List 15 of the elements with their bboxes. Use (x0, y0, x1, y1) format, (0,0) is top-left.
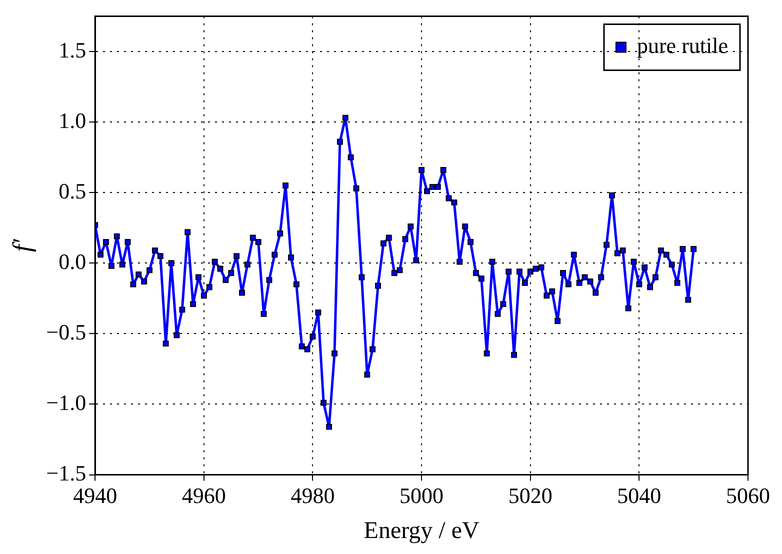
y-tick-label: −1.0 (46, 390, 86, 416)
y-axis-title: f′ (7, 238, 36, 252)
x-tick-label: 5000 (400, 482, 444, 508)
y-tick-label: 1.5 (58, 37, 86, 62)
legend-label: pure rutile (636, 32, 728, 58)
x-tick-label: 5040 (617, 482, 662, 508)
x-tick-label: 5020 (508, 482, 552, 508)
y-tick-label: 0.0 (58, 248, 86, 274)
y-tick-label: 0.5 (58, 178, 86, 204)
x-tick-label: 4980 (290, 482, 335, 508)
x-tick-label: 5060 (726, 482, 770, 508)
y-tick-label: −0.5 (46, 319, 86, 344)
x-tick-label: 4960 (182, 482, 226, 508)
y-tick-label: 1.0 (58, 108, 86, 133)
x-axis-title: Energy / eV (364, 518, 480, 544)
